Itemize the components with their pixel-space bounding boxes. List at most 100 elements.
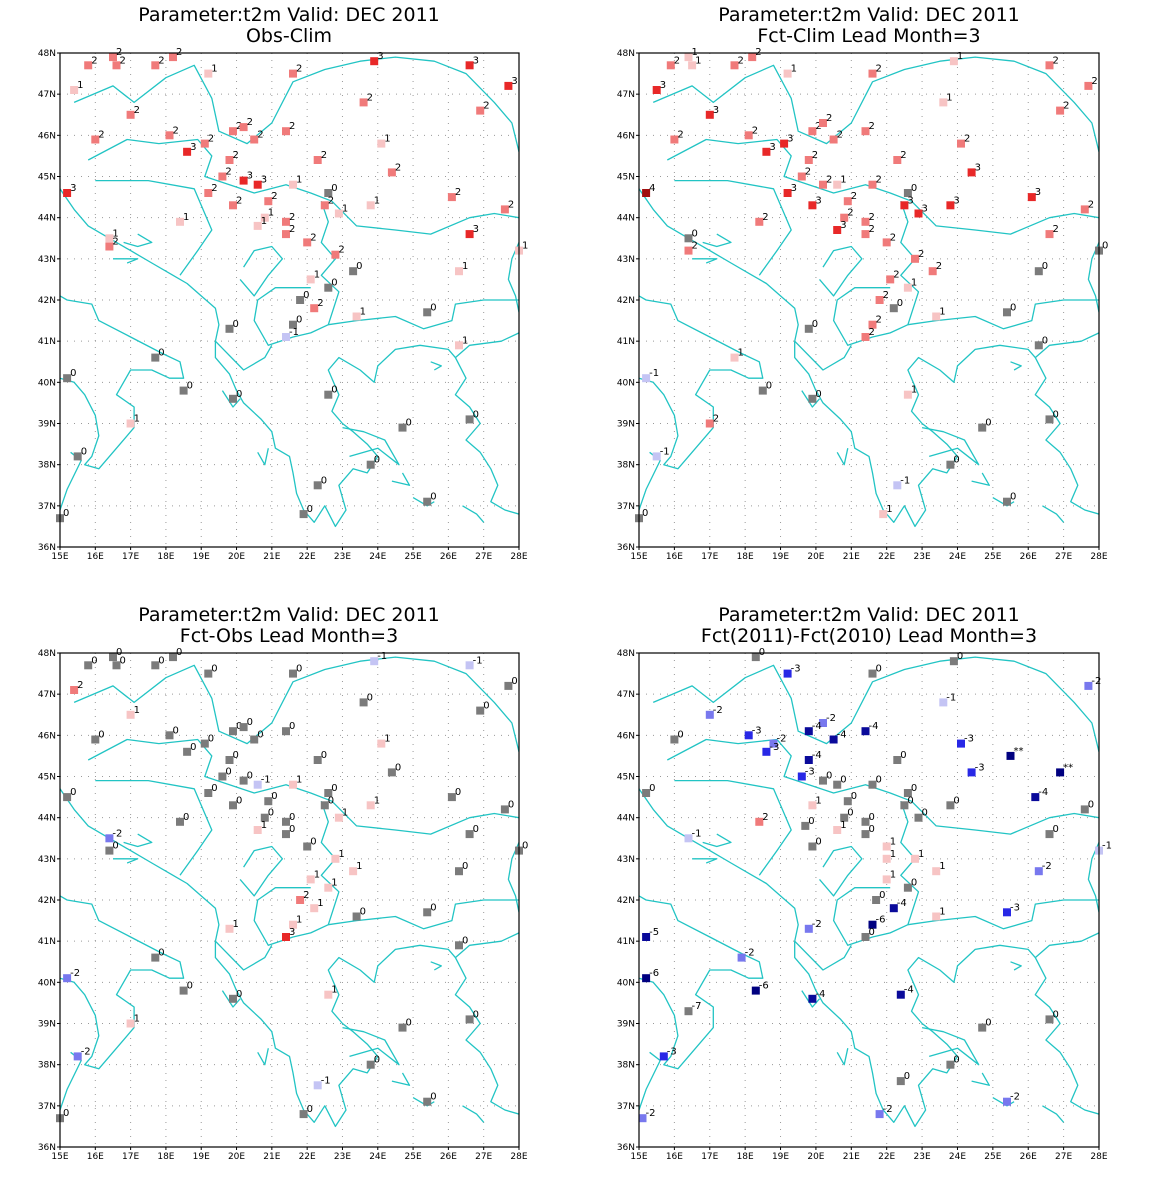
- station-value-label: 2: [890, 232, 896, 243]
- coastline-path: [391, 472, 411, 486]
- station-marker: [282, 933, 290, 941]
- station-marker: [204, 669, 213, 678]
- coastline-path: [1042, 1105, 1065, 1123]
- station-value-label: 0: [158, 655, 164, 666]
- station-marker: [183, 747, 192, 756]
- coastline-path: [430, 361, 442, 371]
- station-value-label: 3: [289, 927, 295, 938]
- station-marker: [804, 924, 813, 933]
- station-value-label: 0: [430, 302, 436, 313]
- station-marker: [289, 780, 297, 789]
- station-value-label: 0: [808, 816, 814, 827]
- station-marker: [303, 842, 312, 851]
- station-marker: [126, 710, 135, 719]
- station-marker: [423, 308, 432, 317]
- station-marker: [84, 661, 93, 670]
- x-tick-label: 25E: [405, 1152, 422, 1162]
- x-tick-label: 15E: [51, 552, 68, 562]
- coastline-path: [257, 1048, 269, 1066]
- station-value-label: 0: [430, 492, 436, 503]
- station-value-label: 2: [134, 105, 140, 116]
- station-marker: [465, 61, 474, 70]
- station-value-label: -2: [1042, 861, 1052, 872]
- x-tick-label: 20E: [807, 1152, 824, 1162]
- station-marker: [299, 510, 308, 519]
- station-value-label: 3: [907, 195, 913, 206]
- station-value-label: -1: [1102, 841, 1112, 852]
- station-value-label: -2: [777, 734, 787, 745]
- station-marker: [349, 267, 358, 276]
- station-value-label: 0: [1053, 409, 1059, 420]
- station-value-label: 0: [247, 771, 253, 782]
- station-value-label: 2: [483, 101, 489, 112]
- y-tick-label: 38N: [38, 1061, 56, 1071]
- station-value-label: 0: [331, 183, 337, 194]
- station-value-label: 0: [522, 841, 528, 852]
- coastline-path: [1034, 957, 1099, 1115]
- station-value-label: 2: [869, 224, 875, 235]
- station-marker: [387, 168, 396, 177]
- x-tick-label: 22E: [878, 552, 895, 562]
- y-tick-label: 40N: [617, 978, 635, 988]
- station-value-label: 0: [473, 824, 479, 835]
- station-marker: [229, 201, 237, 210]
- x-tick-label: 19E: [193, 552, 210, 562]
- axis-labels: 15E 16E 17E 18E 19E 20E 21E 22E 23E 24E 25E 26E 27E 2…: [38, 49, 528, 562]
- coastline-path: [921, 426, 980, 466]
- station-marker: [366, 801, 375, 810]
- station-marker: [882, 875, 891, 884]
- station-marker: [783, 69, 792, 78]
- coastline-path: [921, 1026, 980, 1066]
- station-value-label: 1: [918, 849, 924, 860]
- station-marker: [366, 1060, 375, 1069]
- station-value-label: 3: [815, 195, 821, 206]
- station-marker: [239, 723, 248, 732]
- station-marker: [932, 867, 941, 876]
- coastline-path: [391, 1072, 411, 1086]
- station-value-label: 0: [1042, 335, 1048, 346]
- station-value-label: 1: [134, 1014, 140, 1025]
- y-tick-label: 41N: [38, 337, 56, 347]
- station-value-label: 0: [430, 1092, 436, 1103]
- station-value-label: 2: [310, 232, 316, 243]
- station-marker: [642, 374, 651, 383]
- coastline-path: [113, 858, 139, 864]
- station-value-label: 4: [649, 183, 655, 194]
- x-tick-label: 27E: [1055, 1152, 1072, 1162]
- y-tick-label: 46N: [38, 131, 56, 141]
- station-marker: [253, 780, 262, 789]
- station-marker: [250, 135, 259, 144]
- station-marker: [684, 53, 693, 62]
- station-value-label: 2: [1053, 224, 1059, 235]
- station-value-label: 0: [840, 775, 846, 786]
- station-value-label: -4: [815, 989, 825, 1000]
- station-marker: [928, 267, 937, 276]
- station-value-label: 0: [233, 319, 239, 330]
- coastline-path: [639, 295, 764, 470]
- y-tick-label: 46N: [617, 731, 635, 741]
- station-marker: [250, 735, 259, 744]
- station-value-label: 1: [268, 208, 274, 219]
- station-marker: [253, 180, 262, 189]
- coastline-path: [674, 779, 792, 876]
- station-marker: [730, 61, 739, 70]
- station-value-label: 1: [384, 134, 390, 145]
- station-marker: [423, 497, 432, 506]
- station-value-label: 0: [271, 791, 277, 802]
- station-value-label: 0: [1088, 799, 1094, 810]
- station-value-label: -1: [321, 1075, 331, 1086]
- station-marker: [967, 768, 976, 777]
- x-tick-label: 18E: [157, 1152, 174, 1162]
- station-value-label: 0: [904, 1071, 910, 1082]
- station-marker: [1045, 230, 1054, 239]
- station-value-label: 2: [1053, 55, 1059, 66]
- station-value-label: 1: [840, 820, 846, 831]
- station-marker: [670, 135, 679, 144]
- station-value-label: 2: [395, 162, 401, 173]
- station-marker: [447, 193, 456, 202]
- station-marker: [808, 201, 817, 210]
- panel-3-title: Parameter:t2m Valid: DEC 2011: [138, 604, 440, 626]
- y-tick-label: 38N: [617, 461, 635, 471]
- station-value-label: 1: [134, 705, 140, 716]
- station-value-label: 2: [964, 134, 970, 145]
